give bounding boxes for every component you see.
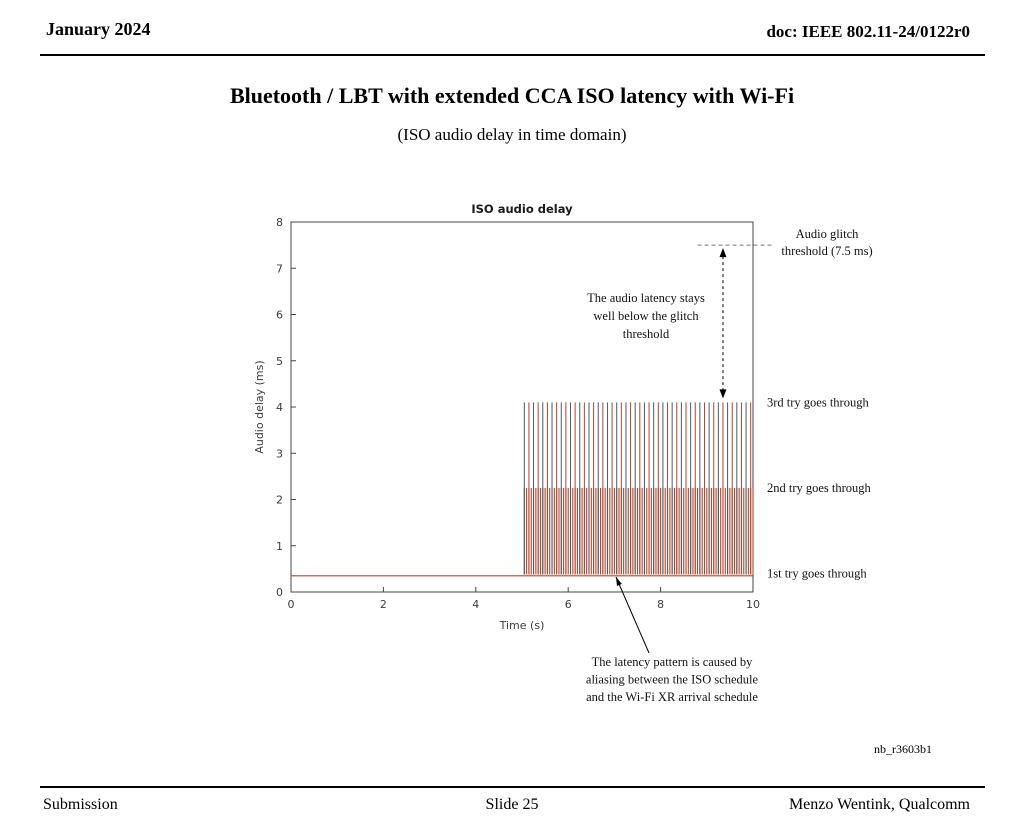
slide-subtitle: (ISO audio delay in time domain) [397, 125, 627, 144]
x-tick-label: 6 [565, 598, 572, 611]
y-tick-label: 0 [276, 586, 283, 599]
latency-note: threshold [623, 327, 670, 341]
x-axis-label: Time (s) [499, 619, 545, 632]
x-tick-label: 4 [472, 598, 479, 611]
glitch-threshold-label: Audio glitch [796, 227, 860, 241]
level-label-2nd-try: 2nd try goes through [767, 481, 872, 495]
x-tick-label: 8 [657, 598, 664, 611]
x-tick-label: 10 [746, 598, 760, 611]
y-tick-label: 2 [276, 494, 283, 507]
x-tick-label: 2 [380, 598, 387, 611]
header-date: January 2024 [46, 19, 151, 39]
latency-note: well below the glitch [593, 309, 699, 323]
y-tick-label: 3 [276, 447, 283, 460]
slide-title: Bluetooth / LBT with extended CCA ISO la… [229, 83, 795, 108]
y-tick-label: 4 [276, 401, 283, 414]
y-tick-label: 1 [276, 540, 283, 553]
footer-submission: Submission [43, 796, 118, 813]
y-axis-label: Audio delay (ms) [253, 360, 266, 453]
aliasing-arrow-line [615, 576, 650, 654]
footer-rule [40, 786, 985, 788]
aliasing-note: The latency pattern is caused by [592, 655, 753, 669]
header-rule [40, 54, 985, 56]
y-tick-label: 8 [276, 216, 283, 229]
header-doc-number: doc: IEEE 802.11-24/0122r0 [766, 22, 970, 41]
x-tick-label: 0 [288, 598, 295, 611]
footer-author: Menzo Wentink, Qualcomm [788, 796, 970, 813]
y-tick-label: 6 [276, 309, 283, 322]
aliasing-note: aliasing between the ISO schedule [586, 673, 759, 687]
glitch-threshold-label: threshold (7.5 ms) [781, 244, 872, 258]
level-label-3rd-try: 3rd try goes through [767, 395, 869, 409]
footer-slide-number: Slide 25 [485, 796, 539, 813]
y-tick-label: 5 [276, 355, 283, 368]
aliasing-note: and the Wi-Fi XR arrival schedule [586, 690, 758, 704]
iso-audio-delay-chart: 0 2 4 6 8 10 0 1 2 3 4 5 6 7 8 ISO audio delay Time (s) A… [253, 202, 873, 704]
headroom-arrow-head-down [719, 389, 727, 399]
plot-id-label: nb_r3603b1 [874, 742, 932, 756]
aliasing-arrow-head [616, 577, 622, 586]
latency-note: The audio latency stays [587, 291, 705, 305]
level-label-1st-try: 1st try goes through [767, 567, 867, 581]
headroom-arrow-head-up [719, 248, 727, 258]
y-tick-label: 7 [276, 262, 283, 275]
chart-title: ISO audio delay [471, 202, 573, 216]
